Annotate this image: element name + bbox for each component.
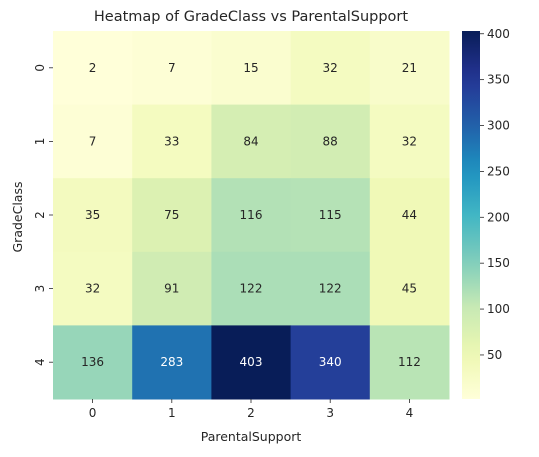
- cell-value-label: 32: [85, 282, 100, 296]
- cell-value-label: 35: [85, 208, 100, 222]
- x-tick-label: 4: [406, 406, 414, 420]
- colorbar-tick-label: 250: [487, 164, 510, 178]
- x-tick-label: 2: [247, 406, 255, 420]
- y-tick-label: 3: [33, 285, 47, 293]
- heatmap-cell: [53, 31, 133, 106]
- cell-value-label: 21: [402, 61, 417, 75]
- cell-value-label: 112: [398, 355, 421, 369]
- cell-value-label: 75: [164, 208, 179, 222]
- cell-value-label: 7: [89, 134, 97, 148]
- heatmap-cell: [369, 104, 450, 179]
- heatmap-cell: [132, 178, 212, 253]
- cell-value-label: 116: [240, 208, 263, 222]
- colorbar-tick-label: 300: [487, 119, 510, 133]
- heatmap-annotations: 2 7 15 32 21 7 33 84 88 32 35 75 116 115 44 32 91 122 122 4…: [81, 61, 421, 369]
- y-tick-label: 0: [33, 64, 47, 72]
- chart-title: Heatmap of GradeClass vs ParentalSupport: [94, 9, 408, 25]
- y-axis-ticks: 0 1 2 3 4: [33, 64, 53, 366]
- cell-value-label: 32: [323, 61, 338, 75]
- heatmap-cell: [290, 325, 371, 400]
- cell-value-label: 91: [164, 282, 179, 296]
- colorbar-tick-label: 100: [487, 302, 510, 316]
- cell-value-label: 45: [402, 282, 417, 296]
- cell-value-label: 15: [243, 61, 258, 75]
- heatmap-cell: [53, 251, 133, 326]
- heatmap-cell: [211, 31, 292, 106]
- x-axis-label: ParentalSupport: [201, 429, 302, 444]
- y-tick-label: 2: [33, 211, 47, 219]
- heatmap-cell: [369, 251, 450, 326]
- heatmap-cell: [290, 178, 371, 253]
- heatmap-cells: [53, 31, 450, 400]
- heatmap-cell: [211, 251, 292, 326]
- heatmap-cell: [132, 104, 212, 179]
- cell-value-label: 84: [243, 134, 258, 148]
- colorbar-tick-label: 50: [487, 348, 502, 362]
- heatmap-cell: [132, 31, 212, 106]
- heatmap-cell: [53, 325, 133, 400]
- colorbar: [462, 31, 480, 399]
- heatmap-cell: [211, 325, 292, 400]
- cell-value-label: 115: [319, 208, 342, 222]
- heatmap-cell: [53, 104, 133, 179]
- cell-value-label: 136: [81, 355, 104, 369]
- x-tick-label: 0: [89, 406, 97, 420]
- y-tick-label: 4: [33, 358, 47, 366]
- cell-value-label: 44: [402, 208, 417, 222]
- heatmap-cell: [369, 178, 450, 253]
- x-tick-label: 1: [168, 406, 176, 420]
- cell-value-label: 32: [402, 134, 417, 148]
- heatmap-cell: [53, 178, 133, 253]
- colorbar-tick-label: 400: [487, 27, 510, 41]
- heatmap-cell: [132, 251, 212, 326]
- y-axis-label: GradeClass: [10, 182, 25, 253]
- cell-value-label: 33: [164, 134, 179, 148]
- heatmap-cell: [369, 31, 450, 106]
- cell-value-label: 122: [240, 282, 263, 296]
- heatmap-cell: [290, 104, 371, 179]
- cell-value-label: 340: [319, 355, 342, 369]
- cell-value-label: 88: [323, 134, 338, 148]
- cell-value-label: 403: [240, 355, 263, 369]
- heatmap-cell: [211, 178, 292, 253]
- heatmap-cell: [211, 104, 292, 179]
- y-tick-label: 1: [33, 138, 47, 146]
- heatmap-cell: [132, 325, 212, 400]
- x-tick-label: 3: [326, 406, 334, 420]
- cell-value-label: 7: [168, 61, 176, 75]
- x-axis-ticks: 0 1 2 3 4: [89, 399, 413, 420]
- cell-value-label: 122: [319, 282, 342, 296]
- heatmap-cell: [369, 325, 450, 400]
- colorbar-tick-label: 150: [487, 256, 510, 270]
- heatmap-cell: [290, 31, 371, 106]
- colorbar-tick-label: 350: [487, 73, 510, 87]
- colorbar-ticks: 50 100 150 200 250 300 350 400: [480, 27, 510, 362]
- cell-value-label: 2: [89, 61, 97, 75]
- heatmap-cell: [290, 251, 371, 326]
- cell-value-label: 283: [160, 355, 183, 369]
- colorbar-tick-label: 200: [487, 210, 510, 224]
